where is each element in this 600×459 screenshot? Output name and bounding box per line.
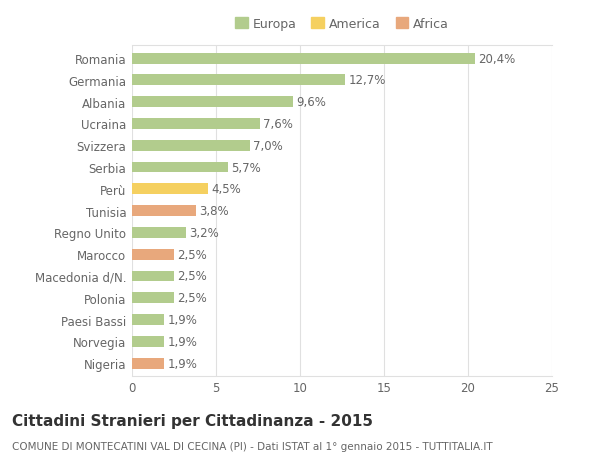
Text: 4,5%: 4,5% bbox=[211, 183, 241, 196]
Bar bbox=[132, 314, 164, 325]
Bar bbox=[132, 54, 475, 64]
Text: COMUNE DI MONTECATINI VAL DI CECINA (PI) - Dati ISTAT al 1° gennaio 2015 - TUTTI: COMUNE DI MONTECATINI VAL DI CECINA (PI)… bbox=[12, 441, 493, 451]
Bar bbox=[132, 97, 293, 108]
Bar bbox=[132, 336, 164, 347]
Bar bbox=[132, 228, 186, 238]
Text: 3,2%: 3,2% bbox=[189, 226, 219, 239]
Bar bbox=[132, 249, 174, 260]
Bar bbox=[132, 358, 164, 369]
Bar bbox=[132, 75, 346, 86]
Text: 9,6%: 9,6% bbox=[296, 96, 326, 109]
Bar bbox=[132, 119, 260, 129]
Legend: Europa, America, Africa: Europa, America, Africa bbox=[233, 15, 452, 33]
Text: Cittadini Stranieri per Cittadinanza - 2015: Cittadini Stranieri per Cittadinanza - 2… bbox=[12, 413, 373, 428]
Bar bbox=[132, 293, 174, 303]
Text: 2,5%: 2,5% bbox=[178, 291, 207, 305]
Text: 3,8%: 3,8% bbox=[199, 205, 229, 218]
Text: 2,5%: 2,5% bbox=[178, 248, 207, 261]
Text: 7,6%: 7,6% bbox=[263, 118, 293, 131]
Text: 1,9%: 1,9% bbox=[167, 335, 197, 348]
Text: 20,4%: 20,4% bbox=[478, 52, 515, 66]
Bar bbox=[132, 140, 250, 151]
Text: 12,7%: 12,7% bbox=[349, 74, 386, 87]
Text: 5,7%: 5,7% bbox=[231, 161, 261, 174]
Text: 7,0%: 7,0% bbox=[253, 140, 283, 152]
Bar bbox=[132, 206, 196, 217]
Bar bbox=[132, 162, 228, 173]
Bar bbox=[132, 184, 208, 195]
Text: 1,9%: 1,9% bbox=[167, 313, 197, 326]
Text: 2,5%: 2,5% bbox=[178, 270, 207, 283]
Bar bbox=[132, 271, 174, 282]
Text: 1,9%: 1,9% bbox=[167, 357, 197, 370]
